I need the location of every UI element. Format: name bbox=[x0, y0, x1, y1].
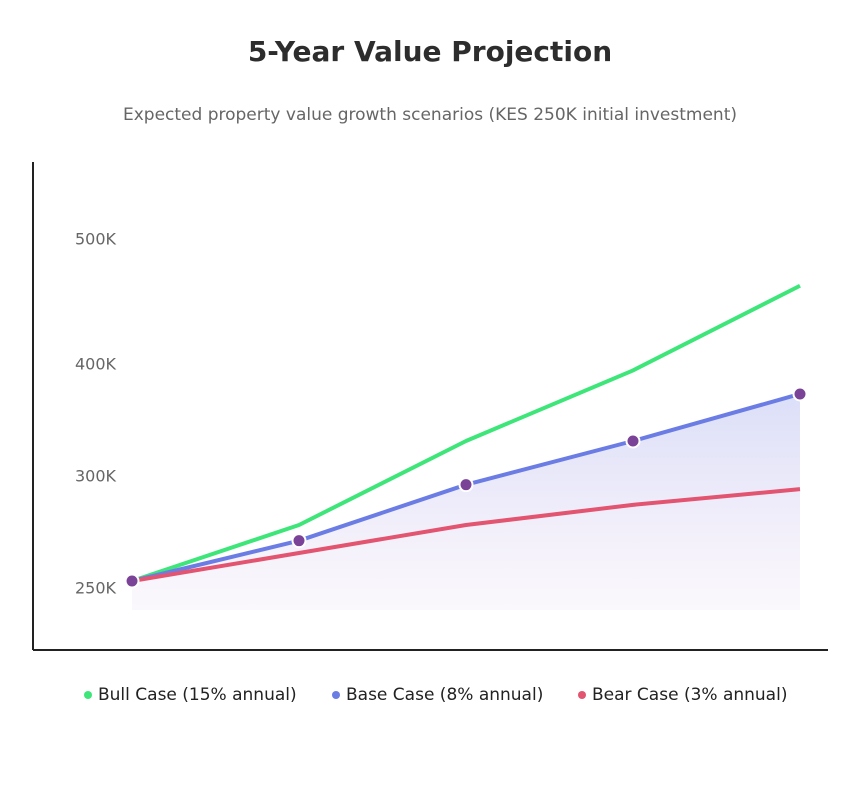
plot-area: 250K 300K 400K 500K bbox=[75, 230, 808, 610]
legend-label: Bear Case (3% annual) bbox=[592, 685, 787, 705]
legend-item: Bear Case (3% annual) bbox=[578, 685, 787, 705]
point-marker bbox=[625, 433, 641, 449]
y-tick-label: 500K bbox=[75, 230, 117, 249]
area bbox=[132, 393, 800, 610]
chart-subtitle: Expected property value growth scenarios… bbox=[123, 105, 737, 125]
legend-item: Base Case (8% annual) bbox=[332, 685, 543, 705]
y-tick-label: 400K bbox=[75, 355, 117, 374]
series-line bbox=[131, 283, 801, 583]
y-tick-label: 250K bbox=[75, 579, 117, 598]
legend: Bull Case (15% annual) Base Case (8% annu… bbox=[84, 685, 787, 705]
point-marker bbox=[792, 386, 808, 402]
point-marker bbox=[124, 573, 140, 589]
legend-swatch bbox=[332, 691, 340, 699]
legend-swatch bbox=[84, 691, 92, 699]
point-marker bbox=[458, 477, 474, 493]
legend-label: Base Case (8% annual) bbox=[346, 685, 543, 705]
legend-item: Bull Case (15% annual) bbox=[84, 685, 297, 705]
y-tick-label: 300K bbox=[75, 467, 117, 486]
series-line bbox=[131, 487, 801, 583]
point-marker bbox=[291, 533, 307, 549]
chart-title: 5-Year Value Projection bbox=[248, 35, 612, 68]
legend-label: Bull Case (15% annual) bbox=[98, 685, 297, 705]
legend-swatch bbox=[578, 691, 586, 699]
